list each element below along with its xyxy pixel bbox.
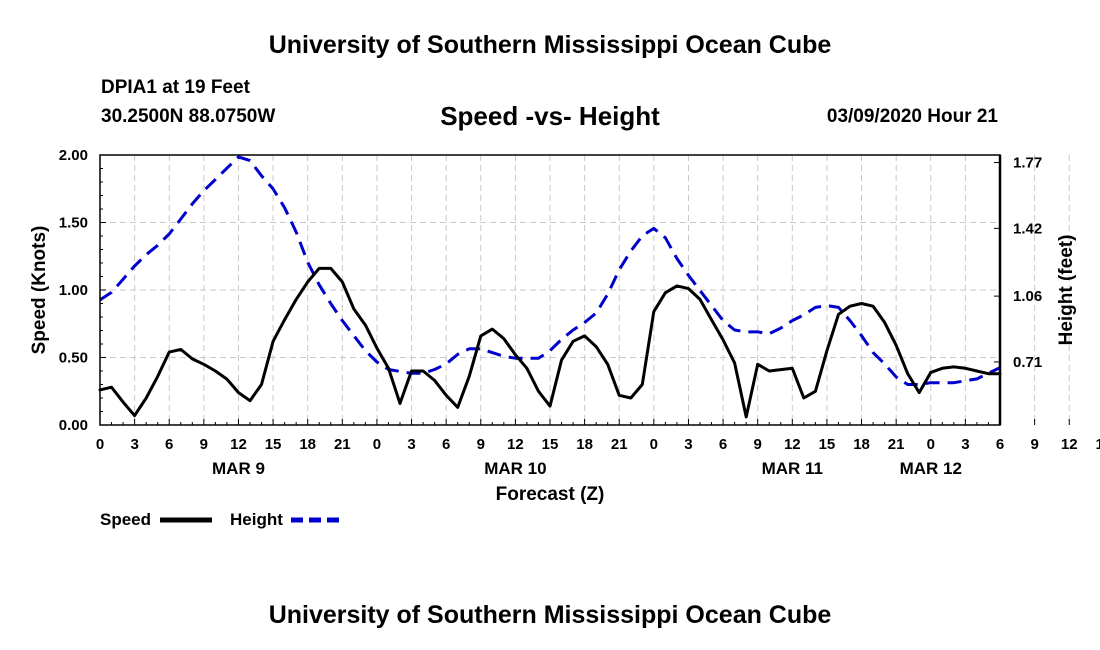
date-label: MAR 12: [900, 459, 962, 478]
y-tick-label: 2.00: [59, 147, 88, 164]
y-axis-label: Speed (Knots): [29, 226, 50, 355]
x-tick-label: 21: [611, 436, 628, 453]
date-label: MAR 9: [212, 459, 265, 478]
x-tick-label: 3: [961, 436, 969, 453]
grid-lines: [100, 155, 1070, 425]
chart-title: Speed -vs- Height: [440, 101, 660, 131]
x-tick-label: 15: [542, 436, 559, 453]
x-tick-label: 6: [996, 436, 1004, 453]
x-tick-label: 18: [299, 436, 316, 453]
page-title: University of Southern Mississippi Ocean…: [268, 31, 832, 59]
y-tick-label: 0.50: [59, 350, 88, 367]
x-tick-label: 6: [165, 436, 173, 453]
legend-height-label: Height: [230, 510, 283, 529]
x-tick-label: 18: [853, 436, 870, 453]
footer-title: University of Southern Mississippi Ocean…: [268, 601, 832, 629]
x-tick-label: 12: [507, 436, 524, 453]
x-tick-label: 9: [200, 436, 208, 453]
date-label: MAR 11: [762, 459, 823, 478]
x-tick-label: 6: [719, 436, 727, 453]
x-tick-label: 12: [230, 436, 247, 453]
legend-speed-label: Speed: [100, 510, 151, 529]
y2-tick-label: 1.77: [1013, 155, 1042, 172]
datetime-label: 03/09/2020 Hour 21: [826, 106, 998, 127]
x-tick-label: 9: [477, 436, 485, 453]
x-tick-label: 9: [1030, 436, 1038, 453]
x-tick-label: 3: [130, 436, 138, 453]
x-tick-label: 0: [96, 436, 104, 453]
legend: Speed Height: [100, 510, 343, 529]
x-tick-label: 3: [407, 436, 415, 453]
coordinates-label: 30.2500N 88.0750W: [101, 106, 276, 127]
y2-tick-label: 0.71: [1013, 354, 1042, 371]
x-tick-label: 12: [1061, 436, 1078, 453]
x-tick-label: 6: [442, 436, 450, 453]
x-tick-label: 3: [684, 436, 692, 453]
y2-tick-label: 1.06: [1013, 288, 1042, 305]
x-tick-label: 18: [576, 436, 593, 453]
x-tick-label: 12: [784, 436, 801, 453]
x-tick-label: 15: [265, 436, 282, 453]
x-axis-label: Forecast (Z): [496, 484, 605, 505]
speed-series: [98, 266, 1002, 419]
x-tick-label: 9: [754, 436, 762, 453]
x-tick-label: 0: [650, 436, 658, 453]
x-tick-label: 21: [888, 436, 905, 453]
y-tick-label: 0.00: [59, 417, 88, 434]
x-tick-label: 15: [819, 436, 836, 453]
y2-axis-label: Height (feet): [1056, 235, 1077, 346]
x-tick-label: 0: [927, 436, 935, 453]
x-tick-label: 21: [334, 436, 351, 453]
station-label: DPIA1 at 19 Feet: [101, 77, 250, 98]
speed-line: [98, 266, 1002, 419]
x-tick-label: 15: [1096, 436, 1100, 453]
x-tick-label: 0: [373, 436, 381, 453]
date-label: MAR 10: [484, 459, 546, 478]
y-tick-label: 1.50: [59, 215, 88, 232]
y-tick-label: 1.00: [59, 282, 88, 299]
axis-ticks: 0 3 6 9 12 15 18 21 0 3 6 9 12 15 18 21 0 3 6 9 12 15 18 21 0 3 6 9…: [59, 147, 1100, 478]
height-series: [99, 155, 1001, 386]
height-line: [99, 155, 1001, 386]
y2-tick-label: 1.42: [1013, 220, 1042, 237]
